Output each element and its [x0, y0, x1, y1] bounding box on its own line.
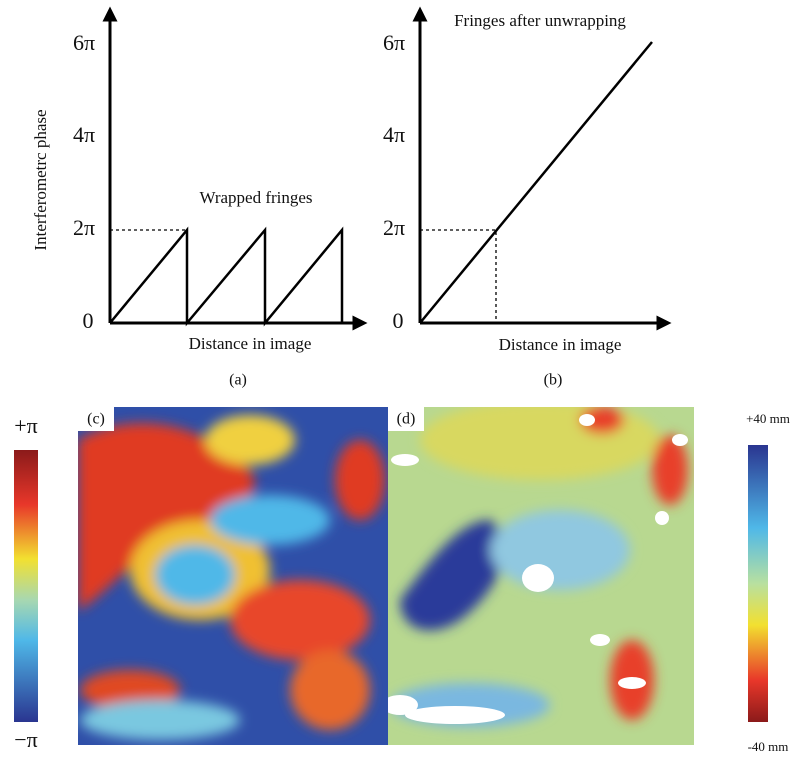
caption-box	[388, 407, 424, 431]
panel-c: (c)	[78, 407, 388, 745]
y-axis-label: Interferometrc phase	[31, 109, 50, 250]
colorbar-left: +π −π	[14, 413, 38, 752]
caption: (c)	[87, 411, 105, 428]
x-axis-label: Distance in image	[189, 334, 312, 353]
wrapped-interferogram	[78, 407, 388, 745]
wrapped-curve	[109, 226, 344, 327]
colorbar-max-label: +40 mm	[746, 411, 790, 426]
panel-d: (d)	[388, 407, 694, 745]
annotation: Fringes after unwrapping	[454, 11, 626, 30]
unwrapped-curve	[419, 41, 653, 324]
colorbar-min-label: −π	[14, 727, 38, 752]
y-tick-label: 4π	[73, 122, 95, 147]
y-tick-label: 4π	[383, 122, 405, 147]
y-tick-label: 2π	[383, 215, 405, 240]
guide-line	[420, 229, 497, 323]
y-tick-label: 0	[393, 308, 404, 333]
panel-b: 0 2π 4π 6π Fringes after unwrapping Dist…	[383, 6, 672, 389]
caption: (b)	[544, 372, 563, 389]
y-tick-label: 6π	[383, 30, 405, 55]
caption: (d)	[397, 411, 416, 428]
y-tick-label: 0	[83, 308, 94, 333]
colorbar-min-label: -40 mm	[748, 739, 789, 754]
colorbar	[748, 445, 768, 722]
caption-box	[78, 407, 114, 431]
colorbar-right: +40 mm -40 mm	[746, 411, 790, 754]
colorbar-max-label: +π	[14, 413, 38, 438]
x-axis-label: Distance in image	[499, 335, 622, 354]
unwrapped-displacement	[388, 407, 694, 745]
panel-a: 0 2π 4π 6π Interferometrc phase Wrapped …	[31, 6, 368, 389]
caption: (a)	[229, 372, 247, 389]
y-tick-label: 2π	[73, 215, 95, 240]
annotation: Wrapped fringes	[199, 188, 312, 207]
colorbar	[14, 450, 38, 722]
y-tick-label: 6π	[73, 30, 95, 55]
